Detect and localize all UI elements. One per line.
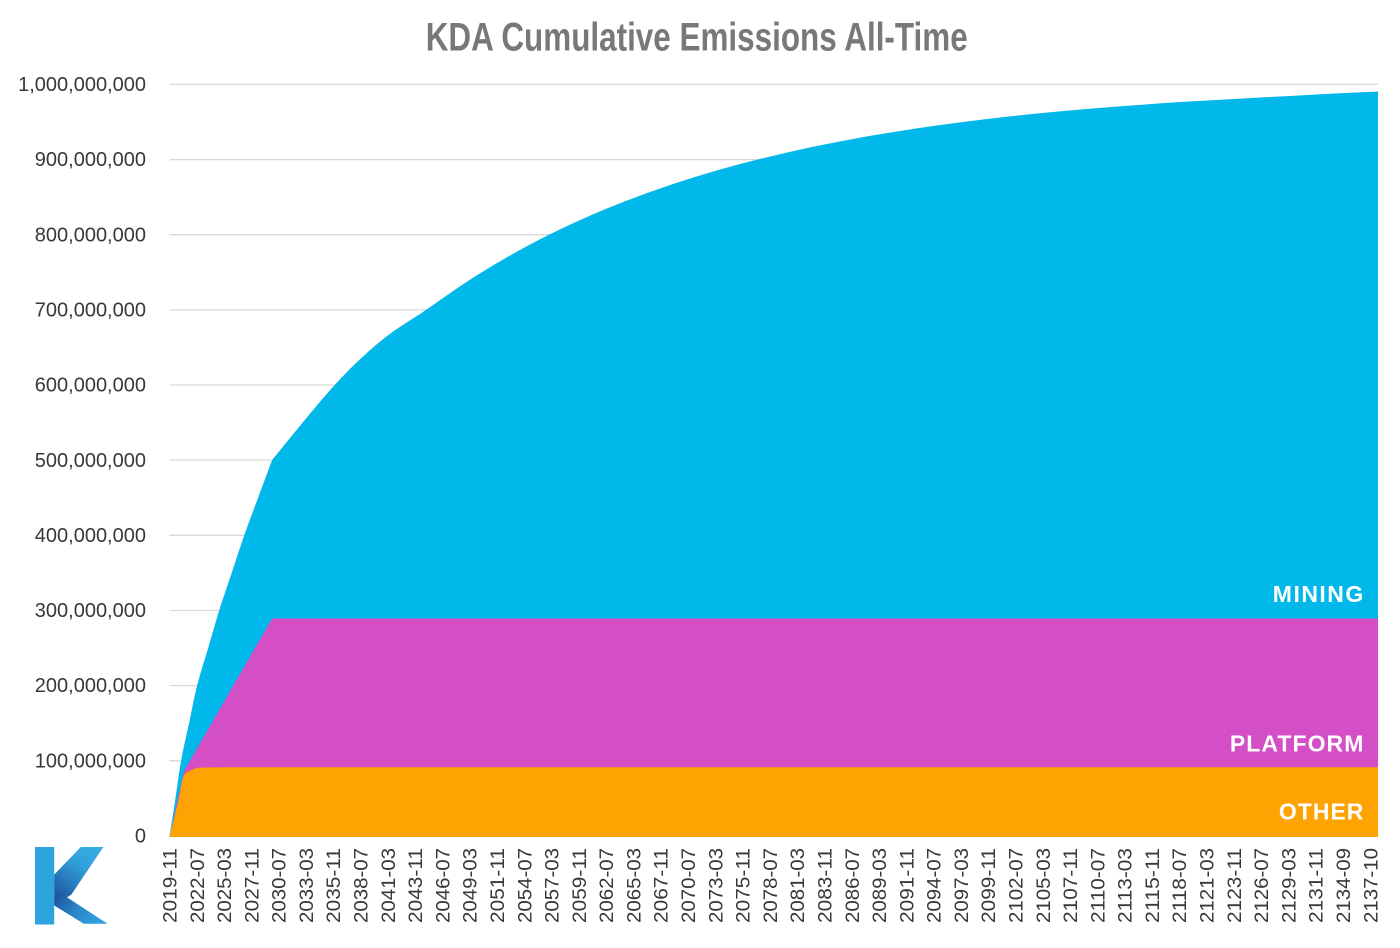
svg-text:2113-03: 2113-03 <box>1115 848 1137 923</box>
svg-text:400,000,000: 400,000,000 <box>35 525 146 547</box>
svg-text:2035-11: 2035-11 <box>323 848 345 923</box>
svg-text:2089-03: 2089-03 <box>869 848 891 923</box>
svg-text:800,000,000: 800,000,000 <box>35 224 146 246</box>
svg-text:600,000,000: 600,000,000 <box>35 375 146 397</box>
svg-text:2067-11: 2067-11 <box>651 848 673 923</box>
svg-text:2033-03: 2033-03 <box>296 848 318 923</box>
svg-text:2121-03: 2121-03 <box>1197 848 1219 923</box>
svg-text:2025-03: 2025-03 <box>214 848 236 923</box>
svg-text:2038-07: 2038-07 <box>351 848 373 923</box>
svg-text:2057-03: 2057-03 <box>542 848 564 923</box>
svg-text:2030-07: 2030-07 <box>269 848 291 923</box>
svg-text:2094-07: 2094-07 <box>924 848 946 923</box>
svg-text:100,000,000: 100,000,000 <box>35 750 146 772</box>
svg-text:2019-11: 2019-11 <box>160 848 182 923</box>
svg-text:2059-11: 2059-11 <box>569 848 591 923</box>
svg-text:2126-07: 2126-07 <box>1251 848 1273 923</box>
svg-text:2099-11: 2099-11 <box>978 848 1000 923</box>
svg-text:2097-03: 2097-03 <box>951 848 973 923</box>
svg-text:2043-11: 2043-11 <box>405 848 427 923</box>
svg-text:2075-11: 2075-11 <box>733 848 755 923</box>
svg-text:2046-07: 2046-07 <box>432 848 454 923</box>
svg-text:2129-03: 2129-03 <box>1278 848 1300 923</box>
svg-text:2081-03: 2081-03 <box>787 848 809 923</box>
svg-text:1,000,000,000: 1,000,000,000 <box>18 74 146 96</box>
svg-text:2115-11: 2115-11 <box>1142 848 1164 923</box>
svg-text:2086-07: 2086-07 <box>842 848 864 923</box>
svg-text:2110-07: 2110-07 <box>1087 848 1109 923</box>
svg-text:0: 0 <box>135 826 146 848</box>
svg-text:PLATFORM: PLATFORM <box>1230 730 1364 756</box>
svg-text:2137-10: 2137-10 <box>1360 848 1382 923</box>
svg-text:2062-07: 2062-07 <box>596 848 618 923</box>
svg-text:2049-03: 2049-03 <box>460 848 482 923</box>
svg-text:2105-03: 2105-03 <box>1033 848 1055 923</box>
svg-text:2123-11: 2123-11 <box>1224 848 1246 923</box>
svg-text:OTHER: OTHER <box>1279 798 1364 824</box>
svg-text:2022-07: 2022-07 <box>187 848 209 923</box>
svg-text:2041-03: 2041-03 <box>378 848 400 923</box>
svg-text:2131-11: 2131-11 <box>1306 848 1328 923</box>
svg-text:2051-11: 2051-11 <box>487 848 509 923</box>
svg-text:KDA Cumulative Emissions All-T: KDA Cumulative Emissions All-Time <box>426 16 968 60</box>
svg-text:2065-03: 2065-03 <box>623 848 645 923</box>
svg-text:900,000,000: 900,000,000 <box>35 149 146 171</box>
svg-text:2091-11: 2091-11 <box>896 848 918 923</box>
svg-text:700,000,000: 700,000,000 <box>35 300 146 322</box>
svg-text:2054-07: 2054-07 <box>514 848 536 923</box>
svg-text:2102-07: 2102-07 <box>1006 848 1028 923</box>
svg-text:2070-07: 2070-07 <box>678 848 700 923</box>
svg-text:200,000,000: 200,000,000 <box>35 675 146 697</box>
svg-text:2027-11: 2027-11 <box>241 848 263 923</box>
svg-text:2078-07: 2078-07 <box>760 848 782 923</box>
svg-text:500,000,000: 500,000,000 <box>35 450 146 472</box>
svg-text:2107-11: 2107-11 <box>1060 848 1082 923</box>
svg-text:300,000,000: 300,000,000 <box>35 600 146 622</box>
svg-text:2073-03: 2073-03 <box>705 848 727 923</box>
svg-text:2118-07: 2118-07 <box>1169 848 1191 923</box>
svg-text:2134-09: 2134-09 <box>1333 848 1355 923</box>
svg-text:2083-11: 2083-11 <box>815 848 837 923</box>
